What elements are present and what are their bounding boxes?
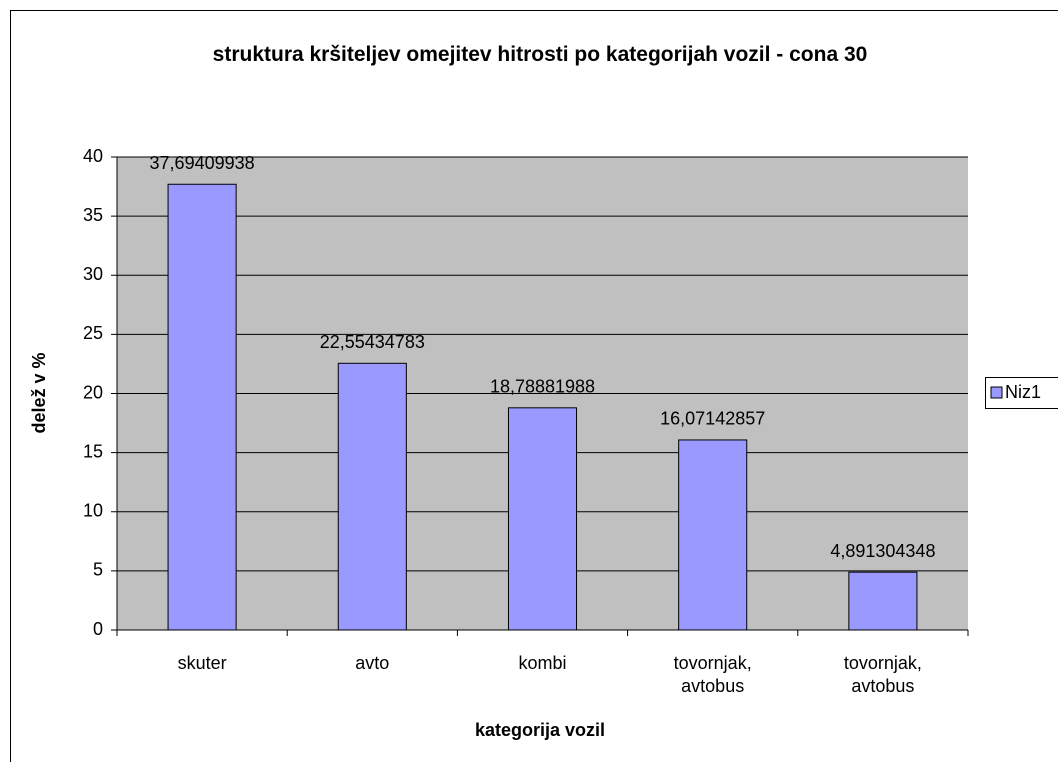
y-tick-label: 25 (83, 323, 103, 343)
x-tick-label: avto (355, 653, 390, 673)
data-label: 18,78881988 (490, 377, 595, 397)
bar (167, 183, 237, 631)
y-tick-label: 0 (93, 619, 103, 639)
x-tick-label: tovornjak, avtobus (673, 653, 752, 696)
chart-title: struktura kršiteljev omejitev hitrosti p… (212, 43, 868, 66)
y-tick-label: 20 (83, 382, 103, 402)
data-label: 22,55434783 (320, 332, 425, 352)
x-tick-label: tovornjak, avtobus (843, 653, 922, 696)
data-label: 16,07142857 (660, 409, 765, 429)
y-tick-label: 5 (93, 560, 103, 580)
x-axis-title: kategorija vozil (475, 720, 605, 740)
x-tick-label: skuter (177, 653, 227, 673)
y-tick-label: 10 (83, 501, 103, 521)
y-tick-label: 30 (83, 264, 103, 284)
data-label: 37,69409938 (150, 153, 255, 173)
bar (848, 571, 918, 631)
data-label: 4,891304348 (830, 541, 935, 561)
y-tick-label: 35 (83, 205, 103, 225)
bar (337, 362, 407, 631)
bar (678, 439, 748, 631)
legend-label: Niz1 (1005, 382, 1041, 402)
bar (507, 407, 578, 631)
y-tick-label: 15 (83, 441, 103, 461)
legend-swatch (990, 386, 1003, 399)
y-tick-label: 40 (83, 146, 103, 166)
x-tick-label: kombi (518, 653, 567, 673)
y-axis-title: delež v % (29, 352, 49, 433)
